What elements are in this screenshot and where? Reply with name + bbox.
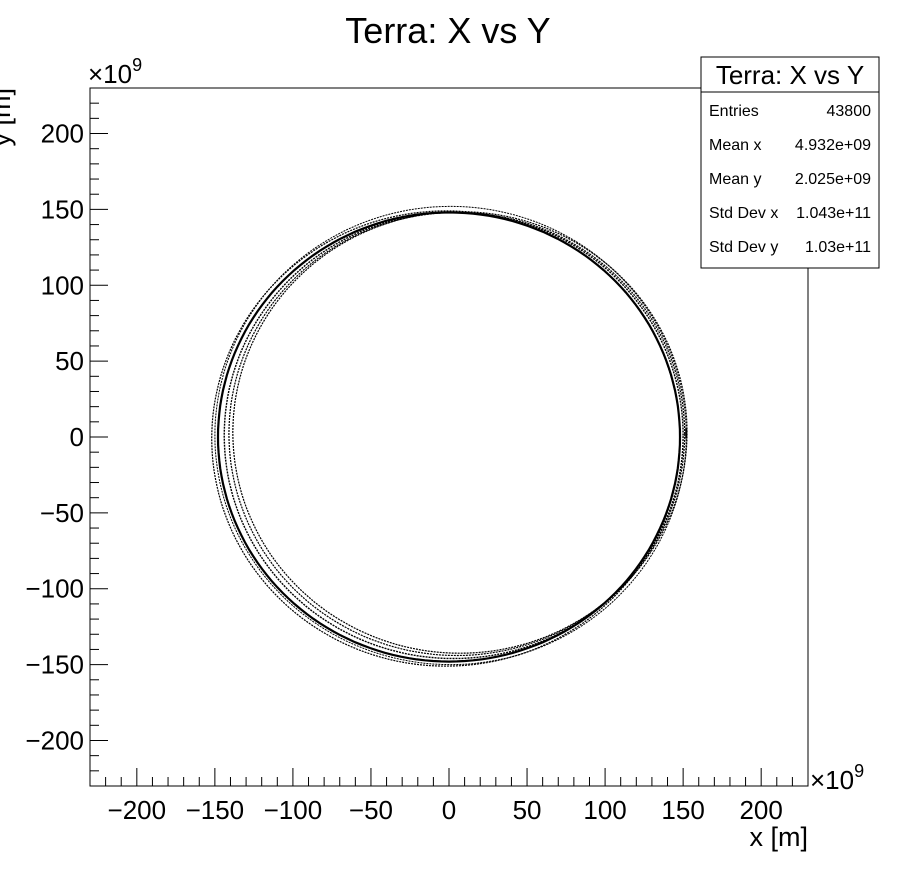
x-tick-label: −150 xyxy=(186,795,245,825)
y-tick-label: 100 xyxy=(41,270,84,300)
y-tick-label: 200 xyxy=(41,119,84,149)
stats-row-label: Std Dev y xyxy=(709,239,778,256)
y-exponent-multiplier: ×10 xyxy=(88,59,132,89)
stats-row-value: 1.03e+11 xyxy=(805,239,871,256)
y-tick-label: 0 xyxy=(70,422,84,452)
x-exponent-multiplier: ×10 xyxy=(810,765,854,795)
stats-row-value: 1.043e+11 xyxy=(796,205,871,222)
plot-frame xyxy=(89,87,809,787)
stats-row-value: 2.025e+09 xyxy=(795,171,871,188)
x-tick-label: 0 xyxy=(442,795,456,825)
x-axis-label: x [m] xyxy=(750,822,809,852)
stats-row-value: 43800 xyxy=(827,103,872,120)
stats-row-value: 4.932e+09 xyxy=(795,137,871,154)
orbit-loop xyxy=(214,205,687,666)
plot-area-border xyxy=(89,87,809,787)
chart-title: Terra: X vs Y xyxy=(345,10,550,51)
stats-row-label: Mean x xyxy=(709,137,761,154)
x-tick-label: −200 xyxy=(108,795,167,825)
x-exponent-power: 9 xyxy=(854,761,864,781)
x-tick-label: 200 xyxy=(739,795,782,825)
y-tick-label: −100 xyxy=(25,574,84,604)
y-tick-label: −50 xyxy=(40,498,84,528)
x-tick-label: −100 xyxy=(264,795,323,825)
y-tick-label: 50 xyxy=(55,346,84,376)
y-tick-label: −200 xyxy=(25,725,84,755)
x-tick-label: 50 xyxy=(513,795,542,825)
x-tick-label: −50 xyxy=(349,795,393,825)
y-tick-label: 150 xyxy=(41,194,84,224)
orbit-loop xyxy=(232,211,688,654)
stats-row-label: Entries xyxy=(709,103,759,120)
x-tick-label: 100 xyxy=(583,795,626,825)
stats-row-label: Mean y xyxy=(709,171,761,188)
stats-row-label: Std Dev x xyxy=(709,205,778,222)
x-axis-exponent: ×109 xyxy=(810,761,864,795)
y-tick-label: −150 xyxy=(25,650,84,680)
axis-ticks xyxy=(90,102,793,786)
stats-box-rows: Entries 43800 Mean x 4.932e+09 Mean y 2.025e+… xyxy=(709,103,871,256)
y-exponent-power: 9 xyxy=(132,55,142,75)
orbit-loop xyxy=(223,211,684,660)
stats-box-title: Terra: X vs Y xyxy=(716,60,864,90)
y-axis-exponent: ×109 xyxy=(88,55,142,89)
orbit-loop xyxy=(211,210,681,667)
orbit-loop xyxy=(216,211,682,663)
x-tick-label: 150 xyxy=(661,795,704,825)
orbit-trace xyxy=(211,205,688,667)
axis-tick-labels: −200 −150 −100 −50 0 50 100 150 200−200−150−100−… xyxy=(25,119,782,825)
stats-box: Terra: X vs Y Entries 43800 Mean x 4.932e+0… xyxy=(700,56,880,269)
y-axis-label: y [m] xyxy=(0,88,16,147)
